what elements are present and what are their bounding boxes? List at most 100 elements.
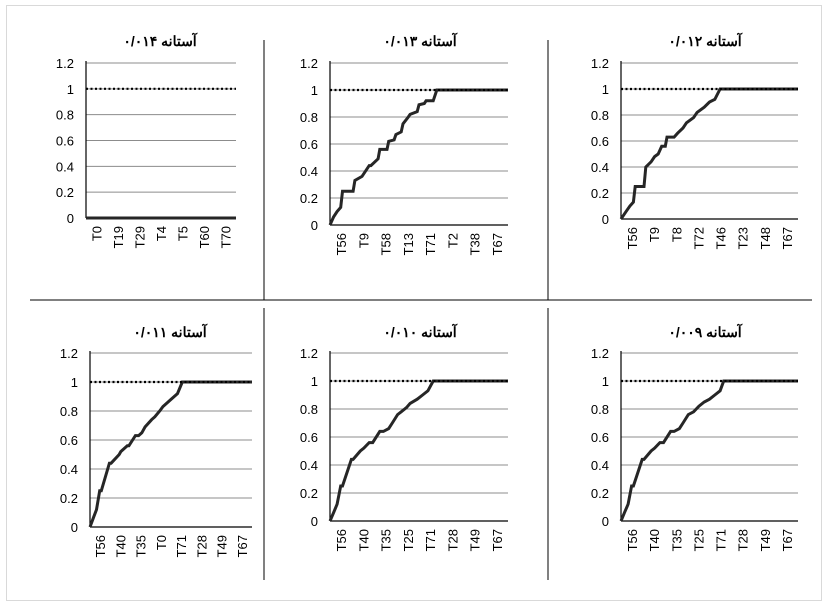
- series-step-line: [619, 379, 798, 522]
- y-tick-label: 0.8: [300, 402, 318, 417]
- y-tick-label: 1: [311, 83, 318, 98]
- x-tick-label: T71: [174, 535, 189, 557]
- chart-title: آستانه ۰/۰۱۱: [133, 323, 207, 340]
- y-tick-label: 0.2: [591, 186, 609, 201]
- x-tick-label: T49: [758, 529, 773, 551]
- x-tick-label: T13: [401, 233, 416, 255]
- y-tick-label: 0.2: [56, 185, 74, 200]
- x-tick-label: T35: [669, 529, 684, 551]
- x-tick-label: T28: [445, 529, 460, 551]
- y-tick-label: 0.2: [591, 486, 609, 501]
- y-tick-label: 0.4: [300, 458, 318, 473]
- x-tick-label: T56: [625, 227, 640, 249]
- y-tick-label: 0.2: [300, 486, 318, 501]
- x-tick-label: T25: [691, 529, 706, 551]
- x-tick-label: T71: [423, 529, 438, 551]
- x-tick-label: T67: [780, 529, 795, 551]
- x-tick-label: T56: [334, 529, 349, 551]
- x-tick-label: T67: [490, 233, 505, 255]
- x-tick-label: T67: [490, 529, 505, 551]
- series-step-line: [619, 87, 798, 220]
- x-tick-label: T5: [175, 226, 190, 241]
- y-tick-label: 1: [602, 374, 609, 389]
- x-tick-label: T40: [647, 529, 662, 551]
- y-tick-label: 0.4: [60, 462, 78, 477]
- x-tick-label: T23: [736, 227, 751, 249]
- y-tick-label: 0.8: [56, 108, 74, 123]
- x-tick-label: T40: [356, 529, 371, 551]
- y-tick-label: 0.8: [591, 402, 609, 417]
- x-tick-label: T67: [780, 227, 795, 249]
- chart-title: آستانه ۰/۰۰۹: [668, 323, 742, 340]
- y-tick-label: 1.2: [591, 56, 609, 71]
- x-tick-label: T56: [93, 535, 108, 557]
- chart-title: آستانه ۰/۰۱۰: [383, 323, 457, 340]
- series-step-line: [88, 380, 252, 528]
- y-tick-label: 1.2: [300, 56, 318, 71]
- chart-panel-1: آستانه ۰/۰۱۴ 0 0.2 0.4 0.6 0.8 1 1.2 T0 T19 T29 T4 T…: [56, 32, 236, 248]
- y-tick-label: 0: [311, 218, 318, 233]
- chart-title: آستانه ۰/۰۱۲: [668, 32, 742, 49]
- y-tick-label: 1.2: [591, 346, 609, 361]
- y-tick-label: 0.4: [56, 159, 74, 174]
- x-tick-label: T0: [90, 226, 105, 241]
- x-tick-label: T70: [218, 226, 233, 248]
- x-tick-label: T46: [714, 227, 729, 249]
- chart-title: آستانه ۰/۰۱۴: [123, 32, 197, 49]
- y-tick-label: 1: [311, 374, 318, 389]
- series-step-line: [328, 379, 508, 522]
- x-tick-label: T60: [197, 226, 212, 248]
- y-tick-label: 0.4: [300, 164, 318, 179]
- chart-panel-3: آستانه ۰/۰۱۲ 0 0.2 0.4 0.6 0.8 1 1.2 T56 T9 T8 T72 T…: [591, 32, 798, 249]
- y-tick-label: 0.2: [60, 491, 78, 506]
- x-tick-label: T8: [669, 227, 684, 242]
- chart-panel-2: آستانه ۰/۰۱۳ 0 0.2 0.4 0.6 0.8 1 1.2 T56 T9 T58 T13…: [300, 32, 508, 255]
- chart-title: آستانه ۰/۰۱۳: [383, 32, 457, 49]
- x-tick-label: T9: [647, 227, 662, 242]
- y-tick-label: 1: [67, 82, 74, 97]
- x-tick-label: T67: [235, 535, 250, 557]
- x-tick-label: T71: [423, 233, 438, 255]
- x-tick-label: T38: [468, 233, 483, 255]
- chart-panel-5: آستانه ۰/۰۱۰ 0 0.2 0.4 0.6 0.8 1 1.2 T56 T40 T35 T2…: [300, 323, 508, 551]
- y-tick-label: 0.2: [300, 191, 318, 206]
- y-tick-label: 0.6: [591, 430, 609, 445]
- y-tick-label: 0: [67, 211, 74, 226]
- x-tick-label: T71: [714, 529, 729, 551]
- x-tick-label: T28: [736, 529, 751, 551]
- y-tick-label: 1: [602, 82, 609, 97]
- x-tick-label: T49: [468, 529, 483, 551]
- y-tick-label: 1: [71, 375, 78, 390]
- y-tick-label: 0.6: [300, 137, 318, 152]
- y-tick-label: 0: [71, 520, 78, 535]
- y-tick-label: 0: [311, 514, 318, 529]
- x-tick-label: T56: [334, 233, 349, 255]
- y-tick-label: 0: [602, 514, 609, 529]
- x-tick-label: T40: [113, 535, 128, 557]
- x-tick-label: T0: [154, 535, 169, 550]
- y-tick-label: 0: [602, 212, 609, 227]
- chart-panel-6: آستانه ۰/۰۰۹ 0 0.2 0.4 0.6 0.8 1 1.2 T56 T40 T35 T2…: [591, 323, 798, 551]
- x-tick-label: T48: [758, 227, 773, 249]
- x-tick-label: T49: [215, 535, 230, 557]
- x-tick-label: T28: [194, 535, 209, 557]
- y-tick-label: 0.6: [56, 134, 74, 149]
- y-tick-label: 0.6: [60, 433, 78, 448]
- y-tick-label: 1.2: [60, 346, 78, 361]
- series-step-line: [328, 88, 508, 226]
- chart-panel-4: آستانه ۰/۰۱۱ 0 0.2 0.4 0.6 0.8 1 1.2 T56 T40 T35 T0…: [60, 323, 252, 557]
- y-tick-label: 1.2: [300, 346, 318, 361]
- x-tick-label: T2: [445, 233, 460, 248]
- x-tick-label: T25: [401, 529, 416, 551]
- x-tick-label: T56: [625, 529, 640, 551]
- y-tick-label: 0.8: [300, 110, 318, 125]
- y-tick-label: 0.6: [591, 134, 609, 149]
- x-tick-label: T29: [133, 226, 148, 248]
- x-tick-label: T35: [379, 529, 394, 551]
- y-tick-label: 0.8: [591, 108, 609, 123]
- x-tick-label: T35: [134, 535, 149, 557]
- y-tick-label: 0.6: [300, 430, 318, 445]
- y-tick-label: 0.4: [591, 458, 609, 473]
- figure-frame: [6, 5, 822, 601]
